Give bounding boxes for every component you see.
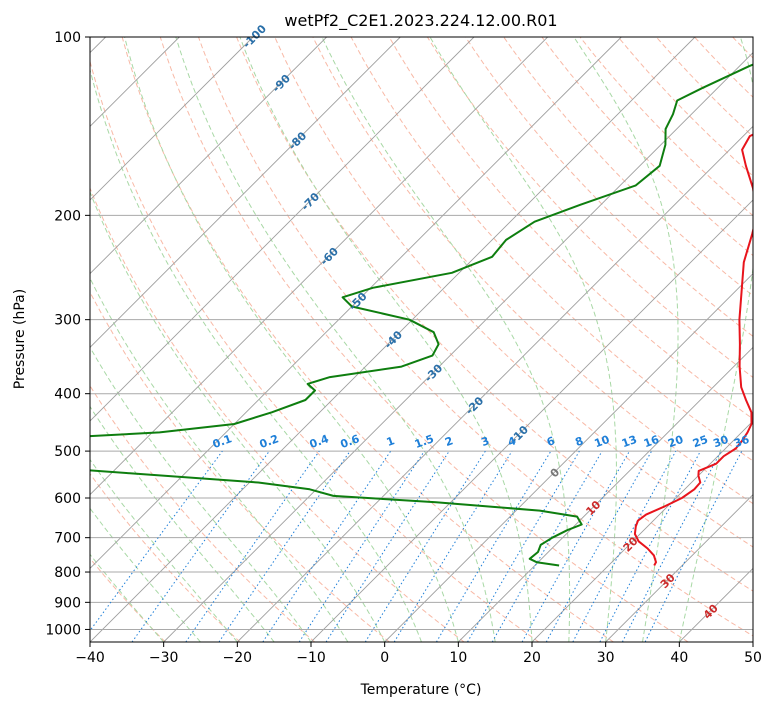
y-axis-label: Pressure (hPa) — [12, 289, 28, 389]
moist-adiabat — [0, 37, 311, 642]
mixing-ratio-label: 25 — [691, 433, 710, 450]
mixing-ratio-line — [299, 451, 424, 642]
isotherm-label: -90 — [270, 72, 293, 95]
y-tick-label: 300 — [54, 313, 81, 329]
x-tick-label: 10 — [449, 650, 467, 666]
mixing-ratio-label: 8 — [573, 434, 585, 449]
dry-adiabat — [771, 37, 775, 642]
mixing-ratio-label: 0.1 — [211, 432, 234, 451]
isotherm — [679, 37, 775, 642]
moist-adiabat — [0, 37, 201, 642]
y-tick-label: 700 — [54, 531, 81, 547]
dry-adiabat — [351, 37, 775, 642]
x-tick-label: 50 — [744, 650, 762, 666]
dry-adiabat — [427, 37, 775, 642]
y-tick-label: 900 — [54, 595, 81, 611]
x-tick-label: 20 — [523, 650, 541, 666]
x-axis-label: Temperature (°C) — [360, 682, 482, 698]
dry-adiabat — [656, 37, 775, 642]
isotherm — [0, 37, 400, 642]
mixing-ratio-line — [365, 451, 485, 642]
isotherm — [237, 37, 775, 642]
dry-adiabat — [84, 37, 539, 642]
isotherm-label: -80 — [286, 129, 309, 152]
isotherm — [16, 37, 621, 642]
moist-adiabat — [176, 37, 495, 642]
mixing-ratio-label: 36 — [732, 433, 751, 451]
moist-adiabat — [0, 37, 237, 642]
mixing-ratio-line — [82, 451, 223, 642]
mixing-ratio-label: 20 — [666, 433, 685, 451]
mixing-ratio-label: 0.4 — [308, 432, 331, 451]
isotherm-label: -20 — [463, 394, 486, 417]
y-tick-label: 1000 — [45, 622, 81, 638]
mixing-ratio-label: 30 — [711, 433, 730, 451]
mixing-ratio-label: 0.6 — [339, 432, 362, 451]
y-tick-label: 600 — [54, 491, 81, 507]
mixing-ratio-label: 0.2 — [258, 432, 281, 451]
dry-adiabat — [466, 37, 775, 642]
x-tick-label: −10 — [296, 650, 326, 666]
mixing-ratio-label: 13 — [620, 433, 639, 450]
dry-adiabat — [389, 37, 775, 642]
mixing-ratio-label: 3 — [479, 434, 491, 449]
mixing-ratio-line — [522, 451, 629, 642]
mixing-ratio-label: 6 — [545, 434, 557, 449]
x-tick-label: 30 — [597, 650, 615, 666]
mixing-ratio-label: 1 — [385, 434, 397, 449]
chart-title: wetPf2_C2E1.2023.224.12.00.R01 — [284, 11, 557, 31]
dry-adiabat — [0, 37, 315, 642]
isotherm — [385, 37, 775, 642]
moist-adiabat — [430, 37, 617, 642]
line-labels: -100-90-80-70-60-50-40-30-20-10010203040… — [211, 22, 751, 622]
isotherm — [0, 37, 548, 642]
y-tick-label: 200 — [54, 208, 81, 224]
moist-adiabat — [322, 37, 570, 642]
x-tick-label: −40 — [75, 650, 105, 666]
dry-adiabat — [237, 37, 775, 642]
y-tick-label: 100 — [54, 30, 81, 46]
mixing-ratio-label: 2 — [443, 434, 455, 449]
dry-adiabat — [695, 37, 775, 642]
isotherm — [458, 37, 775, 642]
isotherm — [753, 37, 775, 642]
mixing-ratio-line — [436, 451, 551, 642]
mixing-ratio-label: 1.5 — [413, 432, 436, 451]
y-tick-label: 400 — [54, 387, 81, 403]
moist-adiabat — [83, 37, 422, 642]
moist-adiabat — [125, 37, 459, 642]
dry-adiabat — [504, 37, 775, 642]
isotherm — [0, 37, 327, 642]
isotherm-label: 30 — [658, 571, 678, 591]
x-tick-label: −30 — [149, 650, 179, 666]
x-tick-label: −20 — [223, 650, 253, 666]
dry-adiabat — [0, 37, 240, 642]
dry-adiabat — [8, 37, 390, 642]
mixing-ratio-line — [219, 451, 350, 642]
isotherm-label: -30 — [422, 361, 445, 384]
dry-adiabat — [275, 37, 775, 642]
isotherm-label: -40 — [382, 328, 405, 351]
mixing-ratio-line — [326, 451, 449, 642]
x-tick-label: 0 — [380, 650, 389, 666]
isotherm — [0, 37, 253, 642]
x-tick-label: 40 — [670, 650, 688, 666]
moist-adiabat — [0, 37, 274, 642]
y-tick-label: 500 — [54, 444, 81, 460]
y-tick-label: 800 — [54, 565, 81, 581]
mixing-ratio-label: 10 — [593, 433, 612, 451]
isotherm-label: 40 — [701, 602, 721, 622]
moist-adiabat — [17, 37, 348, 642]
